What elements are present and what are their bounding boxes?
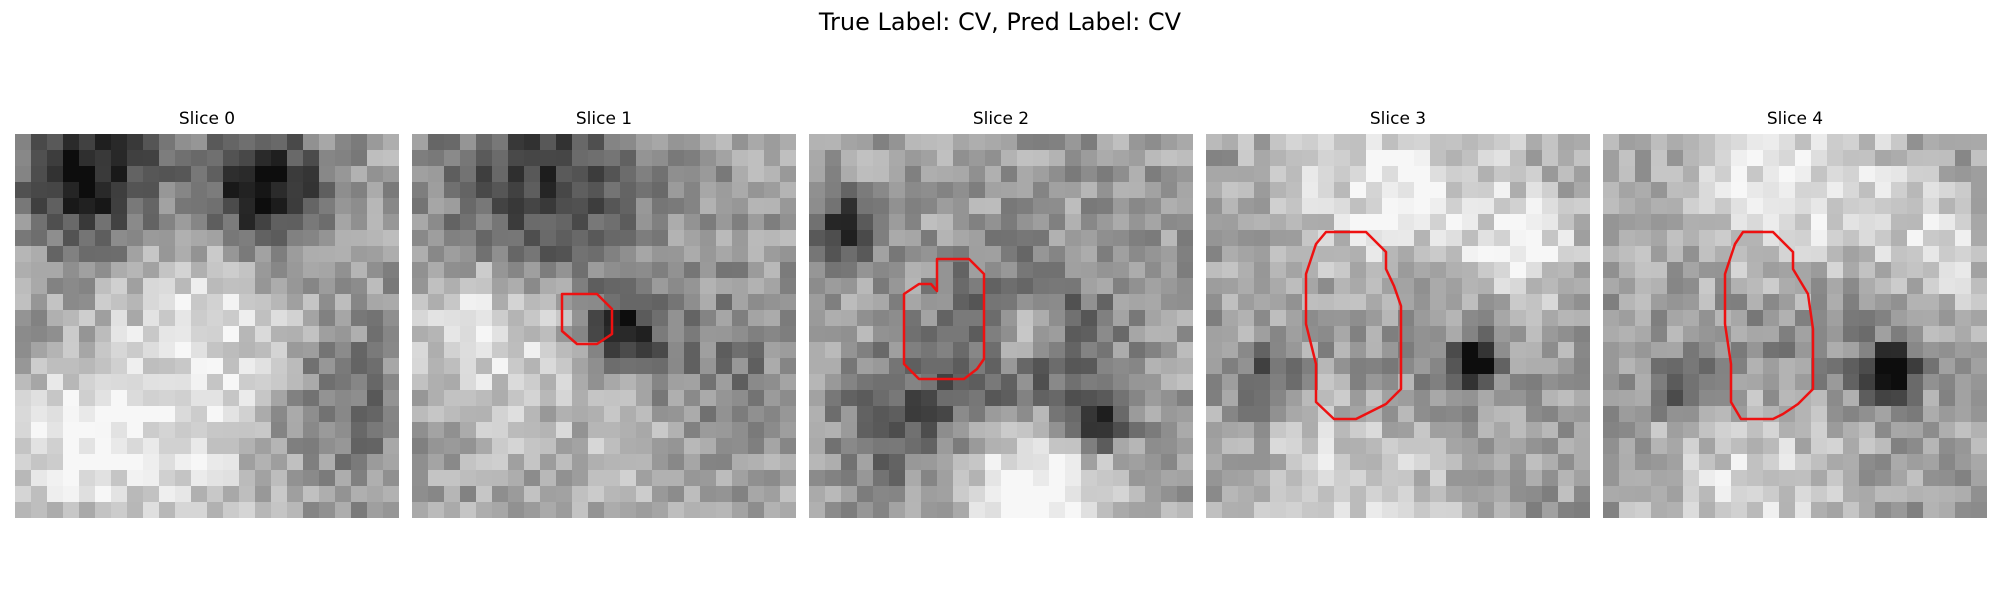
slice-title: Slice 2 xyxy=(972,109,1030,129)
segmentation-contour xyxy=(1304,230,1403,421)
contour-overlay xyxy=(902,257,986,381)
figure-suptitle: True Label: CV, Pred Label: CV xyxy=(818,8,1182,36)
segmentation-contour xyxy=(902,257,986,381)
contour-overlay xyxy=(560,292,614,346)
slice-title: Slice 0 xyxy=(178,109,236,129)
segmentation-contour xyxy=(560,292,614,346)
slice-image xyxy=(412,134,796,518)
contour-overlay xyxy=(1304,230,1403,421)
slice-title: Slice 4 xyxy=(1766,109,1824,129)
slice-image xyxy=(15,134,399,518)
slice-image xyxy=(1206,134,1590,518)
slice-image xyxy=(1603,134,1987,518)
slice-title: Slice 1 xyxy=(575,109,633,129)
contour-overlay xyxy=(1723,230,1815,421)
slice-image xyxy=(809,134,1193,518)
segmentation-contour xyxy=(1723,230,1815,421)
slice-title: Slice 3 xyxy=(1369,109,1427,129)
